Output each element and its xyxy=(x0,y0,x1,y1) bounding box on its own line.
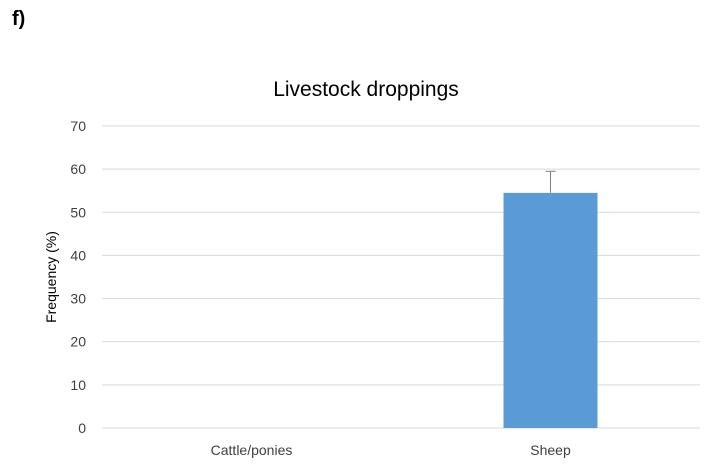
y-tick-label: 20 xyxy=(70,334,86,350)
bars xyxy=(503,192,598,428)
x-tick-label: Sheep xyxy=(530,442,571,458)
panel-label: f) xyxy=(12,8,26,30)
y-tick-labels: 0 10 20 30 40 50 60 70 xyxy=(70,118,86,436)
bar-sheep xyxy=(503,192,598,428)
y-tick-label: 30 xyxy=(70,291,86,307)
y-axis-label: Frequency (%) xyxy=(43,231,59,323)
error-bars xyxy=(545,170,556,193)
x-tick-labels: Cattle/ponies Sheep xyxy=(211,442,571,458)
y-tick-label: 0 xyxy=(78,420,86,436)
x-tick-label: Cattle/ponies xyxy=(211,442,293,458)
y-tick-label: 50 xyxy=(70,204,86,220)
y-tick-label: 10 xyxy=(70,377,86,393)
y-tick-label: 40 xyxy=(70,247,86,263)
y-tick-label: 70 xyxy=(70,118,86,134)
gridlines xyxy=(102,125,700,429)
chart-title: Livestock droppings xyxy=(273,78,459,101)
y-tick-label: 60 xyxy=(70,161,86,177)
